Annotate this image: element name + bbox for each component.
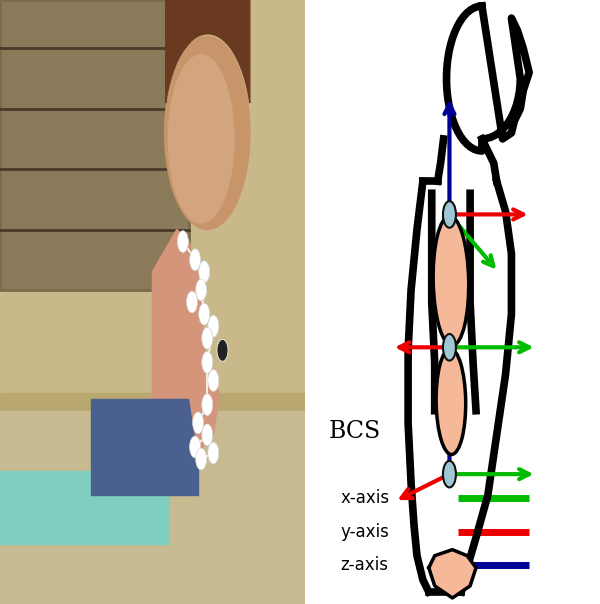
Circle shape bbox=[202, 352, 213, 373]
Bar bbox=[0, 393, 305, 604]
Ellipse shape bbox=[433, 216, 469, 345]
Circle shape bbox=[196, 448, 206, 470]
Circle shape bbox=[196, 279, 206, 301]
Bar bbox=[0, 0, 305, 393]
Circle shape bbox=[202, 394, 213, 416]
Bar bbox=[0, 0, 189, 290]
Text: x-axis: x-axis bbox=[340, 489, 389, 507]
Bar bbox=[0, 471, 167, 544]
Circle shape bbox=[178, 231, 188, 252]
Circle shape bbox=[443, 334, 456, 361]
Bar bbox=[91, 399, 198, 495]
Text: z-axis: z-axis bbox=[340, 556, 388, 574]
Ellipse shape bbox=[167, 54, 235, 223]
Bar bbox=[0, 0, 189, 290]
Circle shape bbox=[199, 303, 210, 325]
Bar bbox=[0, 411, 305, 604]
Circle shape bbox=[202, 327, 213, 349]
Polygon shape bbox=[177, 302, 220, 453]
Polygon shape bbox=[408, 181, 511, 592]
Circle shape bbox=[208, 315, 219, 337]
Text: BCS: BCS bbox=[328, 420, 380, 443]
Polygon shape bbox=[446, 6, 529, 151]
Circle shape bbox=[190, 249, 200, 271]
Circle shape bbox=[208, 442, 219, 464]
Polygon shape bbox=[429, 550, 476, 598]
Circle shape bbox=[443, 201, 456, 228]
Circle shape bbox=[199, 261, 210, 283]
Ellipse shape bbox=[436, 349, 466, 454]
Circle shape bbox=[217, 339, 228, 361]
Circle shape bbox=[190, 436, 200, 458]
Circle shape bbox=[187, 291, 197, 313]
Text: y-axis: y-axis bbox=[340, 522, 389, 541]
Polygon shape bbox=[164, 36, 250, 230]
Circle shape bbox=[193, 412, 203, 434]
Circle shape bbox=[208, 370, 219, 391]
Circle shape bbox=[202, 424, 213, 446]
Polygon shape bbox=[152, 230, 207, 423]
Circle shape bbox=[443, 461, 456, 487]
